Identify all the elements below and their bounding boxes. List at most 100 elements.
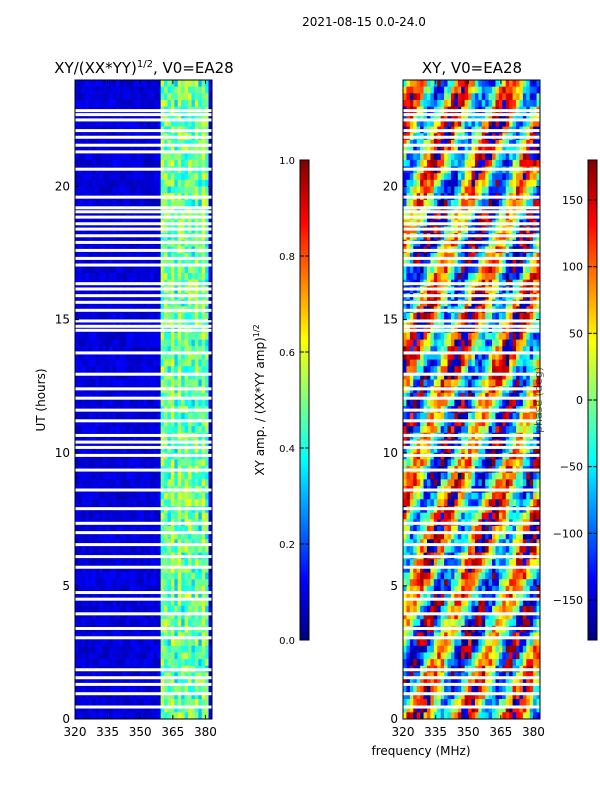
heatmap-cell	[194, 572, 199, 580]
heatmap-cell	[92, 266, 96, 274]
heatmap-cell	[150, 512, 155, 520]
heatmap-cell	[403, 173, 407, 181]
heatmap-cell	[160, 113, 165, 121]
heatmap-cell	[167, 159, 172, 167]
heatmap-cell	[133, 352, 138, 360]
heatmap-cell	[181, 199, 185, 207]
heatmap-cell	[81, 599, 86, 607]
heatmap-cell	[119, 692, 124, 700]
heatmap-cell	[81, 199, 86, 207]
heatmap-cell	[92, 446, 96, 454]
heatmap-cell	[495, 173, 500, 181]
heatmap-cell	[102, 332, 107, 340]
heatmap-cell	[174, 332, 179, 340]
heatmap-cell	[174, 346, 179, 354]
heatmap-cell	[471, 86, 476, 94]
flagged-row	[75, 387, 212, 391]
heatmap-cell	[112, 346, 117, 354]
heatmap-cell	[112, 572, 117, 580]
heatmap-cell	[461, 159, 466, 167]
heatmap-cell	[188, 139, 192, 147]
heatmap-cell	[95, 605, 100, 613]
heatmap-cell	[164, 426, 168, 434]
heatmap-cell	[164, 419, 168, 427]
heatmap-cell	[105, 705, 110, 713]
heatmap-cell	[119, 672, 124, 680]
heatmap-cell	[95, 459, 100, 467]
heatmap-cell	[160, 346, 165, 354]
heatmap-cell	[184, 312, 189, 321]
heatmap-cell	[126, 685, 131, 693]
heatmap-cell	[205, 119, 209, 127]
heatmap-cell	[157, 479, 162, 487]
heatmap-cell	[509, 93, 513, 101]
heatmap-cell	[492, 86, 496, 94]
heatmap-cell	[81, 153, 86, 161]
heatmap-cell	[177, 645, 182, 653]
heatmap-cell	[478, 153, 483, 161]
heatmap-cell	[78, 113, 83, 121]
heatmap-cell	[208, 392, 212, 400]
heatmap-cell	[191, 472, 196, 480]
heatmap-cell	[136, 86, 141, 94]
heatmap-cell	[122, 705, 127, 713]
heatmap-cell	[143, 173, 148, 181]
heatmap-cell	[164, 379, 168, 387]
heatmap-cell	[102, 499, 107, 507]
heatmap-cell	[205, 332, 209, 340]
heatmap-cell	[516, 119, 520, 127]
heatmap-cell	[143, 206, 148, 214]
heatmap-cell	[112, 559, 117, 567]
heatmap-cell	[205, 472, 209, 480]
heatmap-cell	[122, 572, 127, 580]
heatmap-cell	[75, 419, 79, 427]
heatmap-cell	[119, 612, 124, 620]
heatmap-cell	[122, 545, 127, 553]
heatmap-cell	[440, 139, 445, 147]
heatmap-cell	[143, 512, 148, 520]
heatmap-cell	[505, 146, 510, 154]
heatmap-cell	[75, 352, 79, 360]
heatmap-cell	[102, 652, 107, 660]
heatmap-cell	[167, 113, 172, 121]
heatmap-cell	[85, 266, 90, 274]
heatmap-cell	[157, 712, 162, 719]
heatmap-cell	[170, 532, 175, 540]
heatmap-cell	[109, 253, 114, 261]
heatmap-cell	[478, 173, 483, 181]
heatmap-cell	[194, 119, 199, 127]
heatmap-cell	[170, 479, 175, 487]
heatmap-cell	[502, 153, 507, 161]
heatmap-cell	[416, 153, 421, 161]
heatmap-cell	[116, 113, 120, 121]
heatmap-cell	[174, 159, 179, 167]
heatmap-cell	[174, 319, 179, 327]
heatmap-cell	[133, 199, 138, 207]
heatmap-cell	[98, 446, 103, 454]
heatmap-cell	[533, 153, 537, 161]
heatmap-cell	[194, 372, 199, 380]
heatmap-cell	[208, 446, 212, 454]
heatmap-cell	[98, 532, 103, 540]
heatmap-cell	[198, 479, 203, 487]
heatmap-cell	[512, 86, 517, 94]
heatmap-cell	[481, 186, 486, 194]
heatmap-cell	[205, 259, 209, 267]
heatmap-cell	[529, 206, 534, 214]
heatmap-cell	[170, 113, 175, 121]
heatmap-cell	[136, 426, 141, 434]
heatmap-cell	[478, 146, 483, 154]
heatmap-cell	[164, 186, 168, 194]
heatmap-cell	[170, 266, 175, 274]
heatmap-cell	[153, 446, 158, 454]
heatmap-cell	[105, 446, 110, 454]
heatmap-cell	[105, 545, 110, 553]
heatmap-cell	[157, 253, 162, 261]
heatmap-cell	[409, 99, 414, 108]
heatmap-cell	[116, 685, 120, 693]
heatmap-cell	[98, 699, 103, 707]
heatmap-cell	[416, 139, 421, 147]
heatmap-cell	[78, 99, 83, 108]
heatmap-cell	[198, 273, 203, 281]
heatmap-cell	[488, 146, 493, 154]
